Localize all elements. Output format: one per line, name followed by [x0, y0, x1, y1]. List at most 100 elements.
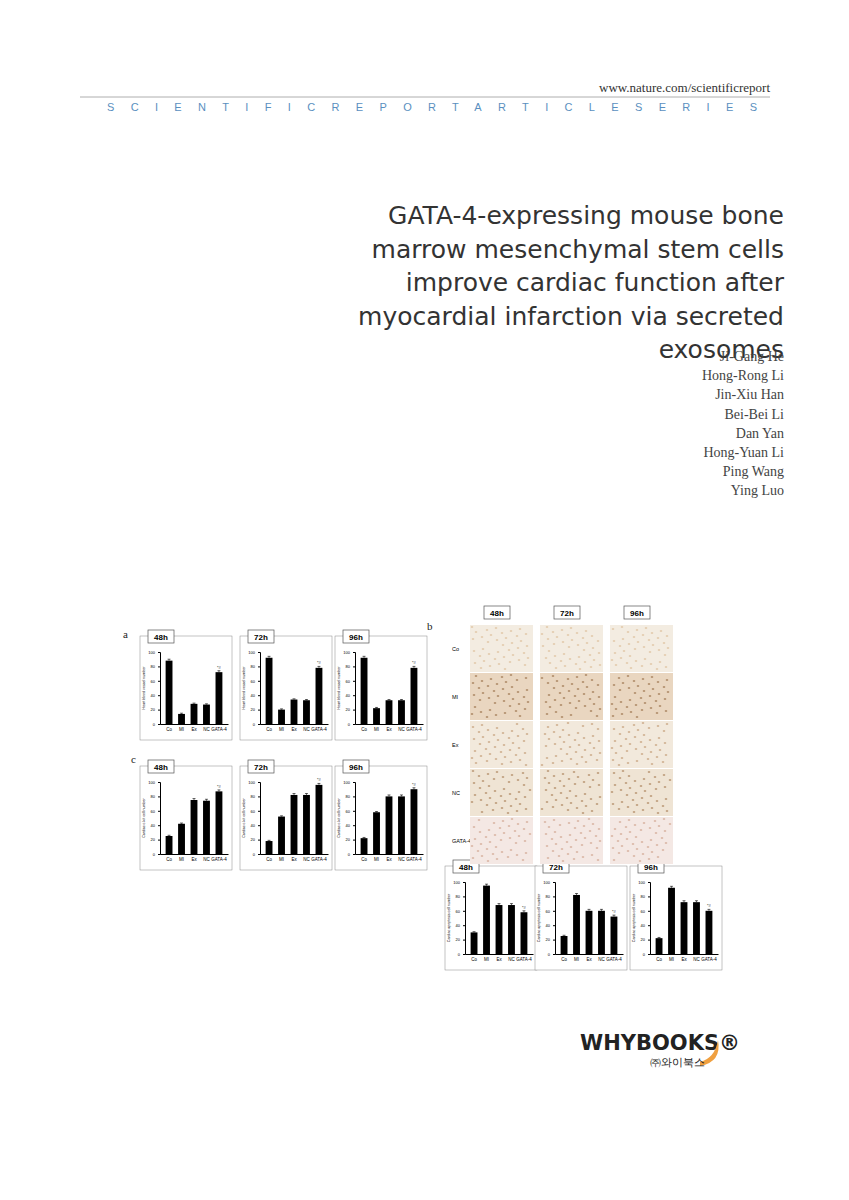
nucleus — [554, 831, 557, 833]
nucleus — [544, 821, 547, 823]
nucleus — [597, 859, 600, 861]
tick: 60 — [641, 909, 650, 914]
nucleus — [544, 733, 547, 735]
tick: Ex — [191, 854, 197, 862]
nucleus — [517, 691, 520, 693]
nucleus — [519, 759, 522, 761]
error-stem — [364, 656, 365, 657]
y-axis: 020406080100 — [453, 880, 465, 957]
chart-title: 48h — [154, 763, 168, 772]
tick: 80 — [151, 794, 160, 799]
nucleus — [592, 779, 595, 781]
tick-label: GATA-4 — [406, 727, 422, 732]
tick-mark — [353, 796, 355, 797]
nucleus — [663, 730, 666, 732]
error-cap — [658, 937, 661, 938]
axis-line — [353, 653, 356, 725]
error-cap — [683, 900, 686, 901]
tick-mark — [553, 896, 555, 897]
nucleus — [618, 677, 621, 679]
nucleus — [622, 770, 625, 772]
nucleus — [655, 788, 658, 790]
nucleus — [664, 654, 667, 656]
tick-mark — [258, 681, 260, 682]
nucleus — [628, 731, 631, 733]
tick-label: 40 — [251, 823, 256, 828]
nucleus — [627, 631, 630, 633]
tick-label: 40 — [346, 693, 351, 698]
nucleus — [569, 658, 572, 660]
nucleus — [559, 780, 562, 782]
error-cap — [280, 708, 283, 709]
tick-label: 60 — [346, 809, 351, 814]
tick: 20 — [251, 837, 260, 842]
tick: 20 — [456, 937, 465, 942]
bar — [611, 917, 618, 954]
nucleus — [517, 735, 520, 737]
nucleus — [642, 678, 645, 680]
nucleus — [471, 713, 474, 715]
nucleus — [618, 808, 621, 810]
nucleus — [615, 664, 618, 666]
y-axis-title: Cardiac apoptosis cell number — [447, 893, 451, 942]
error-stem — [589, 909, 590, 910]
tick-mark — [258, 796, 260, 797]
nucleus — [643, 646, 646, 648]
nucleus — [560, 660, 563, 662]
nucleus — [620, 701, 623, 703]
nucleus — [657, 637, 660, 639]
tick: 0 — [458, 952, 465, 957]
tick-label: 100 — [248, 650, 255, 655]
nucleus — [658, 781, 661, 783]
nucleus — [508, 825, 511, 827]
tick-mark — [353, 825, 355, 826]
tick: 80 — [251, 664, 260, 669]
nucleus — [583, 649, 586, 651]
nucleus — [626, 794, 629, 796]
nucleus — [501, 807, 504, 809]
tick: Co — [166, 724, 172, 732]
nucleus — [518, 659, 521, 661]
axis-line — [553, 883, 556, 955]
tick-label: 100 — [638, 880, 645, 885]
error-bar — [317, 666, 320, 667]
tick-label: 60 — [641, 909, 646, 914]
micrograph — [470, 769, 533, 816]
nucleus — [656, 712, 659, 714]
nucleus — [595, 835, 598, 837]
error-bar — [400, 795, 403, 796]
nucleus — [514, 830, 517, 832]
nucleus — [518, 835, 521, 837]
y-axis-title: Cardiac c-kit cell number — [242, 797, 246, 837]
tick: Ex — [386, 854, 392, 862]
nucleus — [527, 701, 530, 703]
bar — [266, 658, 273, 724]
nucleus — [524, 752, 527, 754]
tick-label: NC — [303, 857, 310, 862]
nucleus — [666, 810, 669, 812]
nucleus — [583, 737, 586, 739]
nucleus — [592, 735, 595, 737]
nucleus — [651, 763, 654, 765]
nucleus — [657, 681, 660, 683]
error-bar — [205, 799, 208, 800]
bars — [266, 783, 323, 854]
nucleus — [584, 705, 587, 707]
nucleus — [475, 762, 478, 764]
panel-label: b — [427, 620, 433, 632]
tick-label: GATA-4 — [701, 957, 717, 962]
nucleus — [655, 700, 658, 702]
micrograph-bg — [470, 817, 533, 864]
tick: 80 — [151, 664, 160, 669]
nucleus — [567, 634, 570, 636]
nucleus — [496, 683, 499, 685]
axis-line — [261, 724, 329, 725]
nucleus — [523, 652, 526, 654]
tick-label: 0 — [253, 722, 256, 727]
nucleus — [648, 639, 651, 641]
nucleus — [523, 696, 526, 698]
tick-label: Co — [266, 727, 272, 732]
tick-label: Co — [166, 857, 172, 862]
error-cap — [293, 793, 296, 794]
nucleus — [633, 724, 636, 726]
